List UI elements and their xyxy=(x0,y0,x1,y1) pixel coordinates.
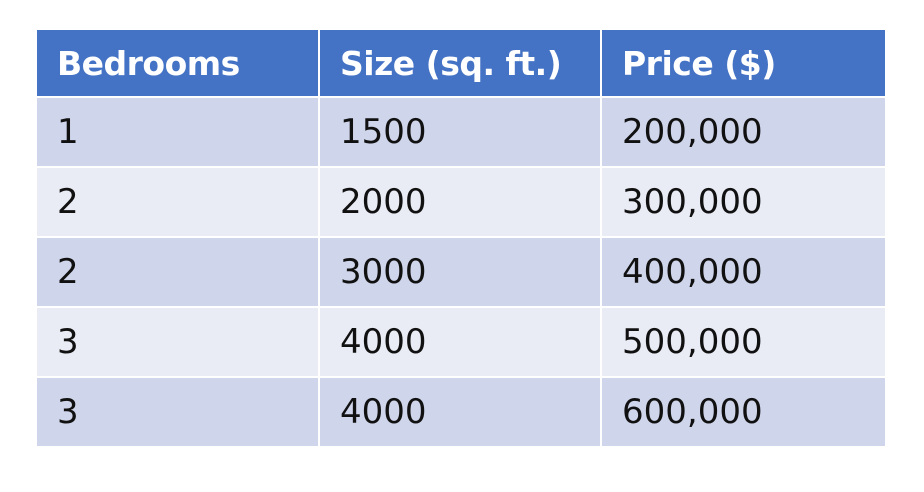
table-row: 1 1500 200,000 xyxy=(37,96,885,168)
table-header: Bedrooms Size (sq. ft.) Price ($) xyxy=(37,30,885,98)
cell-price: 500,000 xyxy=(600,306,885,378)
cell-bedrooms: 3 xyxy=(37,376,320,446)
table-body: 1 1500 200,000 2 2000 300,000 2 3000 400… xyxy=(37,96,885,446)
cell-price: 600,000 xyxy=(600,376,885,446)
cell-size: 4000 xyxy=(318,306,602,378)
cell-price: 300,000 xyxy=(600,166,885,238)
cell-price: 400,000 xyxy=(600,236,885,308)
cell-bedrooms: 2 xyxy=(37,166,320,238)
table-row: 3 4000 600,000 xyxy=(37,376,885,446)
table-row: 2 3000 400,000 xyxy=(37,236,885,308)
cell-size: 3000 xyxy=(318,236,602,308)
table-row: 3 4000 500,000 xyxy=(37,306,885,378)
cell-bedrooms: 1 xyxy=(37,96,320,168)
cell-price: 200,000 xyxy=(600,96,885,168)
header-row: Bedrooms Size (sq. ft.) Price ($) xyxy=(37,30,885,98)
cell-size: 4000 xyxy=(318,376,602,446)
cell-size: 1500 xyxy=(318,96,602,168)
header-price: Price ($) xyxy=(600,30,885,98)
housing-data-table-container: Bedrooms Size (sq. ft.) Price ($) 1 1500… xyxy=(37,30,885,446)
cell-bedrooms: 2 xyxy=(37,236,320,308)
housing-data-table: Bedrooms Size (sq. ft.) Price ($) 1 1500… xyxy=(37,30,885,446)
cell-bedrooms: 3 xyxy=(37,306,320,378)
header-size: Size (sq. ft.) xyxy=(318,30,602,98)
cell-size: 2000 xyxy=(318,166,602,238)
header-bedrooms: Bedrooms xyxy=(37,30,320,98)
table-row: 2 2000 300,000 xyxy=(37,166,885,238)
